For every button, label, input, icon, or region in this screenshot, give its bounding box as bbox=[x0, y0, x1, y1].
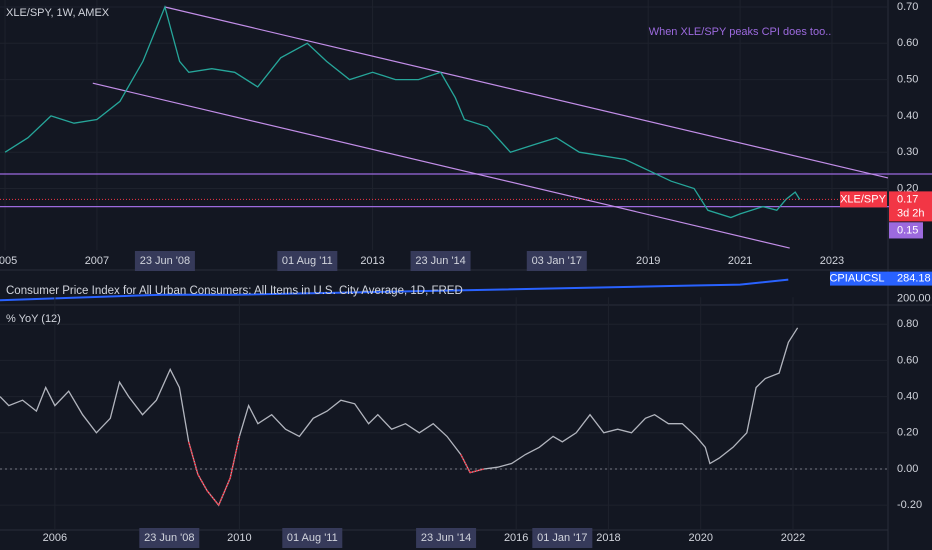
y-tick-label: 0.60 bbox=[897, 37, 918, 49]
date-marker-box bbox=[134, 251, 195, 271]
series-line bbox=[4, 4, 801, 219]
x-tick-label: 2013 bbox=[360, 255, 384, 267]
last-value-box bbox=[830, 271, 932, 286]
negative-segment bbox=[206, 490, 220, 506]
x-tick-label: 2022 bbox=[781, 532, 805, 544]
price-tag-box bbox=[889, 191, 932, 222]
date-marker-label: 23 Jun '08 bbox=[144, 532, 194, 544]
x-tick-label: 2016 bbox=[504, 532, 528, 544]
date-marker-label: 23 Jun '14 bbox=[415, 255, 465, 267]
negative-segment bbox=[187, 441, 199, 475]
y-tick-label: -0.20 bbox=[897, 499, 922, 511]
y-tick-label: 0.20 bbox=[897, 427, 918, 439]
series-line bbox=[0, 327, 799, 507]
chart-title: XLE/SPY, 1W, AMEX bbox=[6, 7, 110, 19]
date-marker-box bbox=[526, 251, 587, 271]
y-tick-label: 0.60 bbox=[897, 354, 918, 366]
y-tick-label: 0.70 bbox=[897, 1, 918, 13]
date-marker-box bbox=[532, 528, 593, 548]
x-tick-label: 2018 bbox=[596, 532, 620, 544]
date-marker-label: 03 Jan '17 bbox=[532, 255, 582, 267]
date-marker-box bbox=[416, 528, 477, 548]
horizontal-line-label-box bbox=[889, 222, 923, 239]
pane-title: % YoY (12) bbox=[6, 313, 61, 325]
x-tick-label: 2007 bbox=[85, 255, 109, 267]
date-marker-label: 01 Aug '11 bbox=[282, 255, 333, 267]
x-tick-label: 2006 bbox=[43, 532, 67, 544]
price-tag-name: XLE/SPY bbox=[840, 193, 887, 205]
negative-segment bbox=[469, 468, 485, 474]
y-tick-label: 0.50 bbox=[897, 74, 918, 86]
negative-segment bbox=[229, 436, 241, 479]
date-marker-label: 23 Jun '08 bbox=[140, 255, 190, 267]
trend-line bbox=[164, 6, 889, 179]
y-tick-label: 0.40 bbox=[897, 390, 918, 402]
x-tick-label: 2019 bbox=[636, 255, 660, 267]
x-tick-label: 2021 bbox=[728, 255, 752, 267]
date-marker-label: 01 Aug '11 bbox=[287, 532, 338, 544]
negative-segment bbox=[218, 477, 231, 506]
last-value-name: CPIAUCSL bbox=[829, 272, 884, 284]
price-tag-countdown: 3d 2h bbox=[897, 207, 925, 219]
x-tick-label: 2023 bbox=[820, 255, 844, 267]
x-tick-label: 2020 bbox=[688, 532, 712, 544]
x-tick-label: 2010 bbox=[227, 532, 251, 544]
horizontal-line-label: 0.15 bbox=[897, 224, 918, 236]
x-tick-label: 2005 bbox=[0, 255, 17, 267]
date-marker-box bbox=[139, 528, 200, 548]
trend-line bbox=[92, 82, 790, 249]
y-tick-label: 0.40 bbox=[897, 110, 918, 122]
y-tick-label: 0.00 bbox=[897, 463, 918, 475]
series-line bbox=[0, 278, 789, 302]
price-tag-name-box bbox=[840, 191, 887, 208]
price-tag-value: 0.17 bbox=[897, 193, 918, 205]
date-marker-box bbox=[277, 251, 338, 271]
y-tick-label: 0.30 bbox=[897, 146, 918, 158]
date-marker-box bbox=[410, 251, 471, 271]
y-tick-label: 0.80 bbox=[897, 318, 918, 330]
pane-title: Consumer Price Index for All Urban Consu… bbox=[6, 285, 463, 297]
negative-segment bbox=[460, 454, 471, 473]
annotation: When XLE/SPY peaks CPI does too.. bbox=[649, 26, 832, 38]
y-tick-label: 200.00 bbox=[897, 293, 931, 305]
date-marker-label: 23 Jun '14 bbox=[421, 532, 471, 544]
last-value: 284.18 bbox=[897, 272, 931, 284]
negative-segment bbox=[197, 474, 208, 492]
date-marker-label: 01 Jan '17 bbox=[537, 532, 587, 544]
date-marker-box bbox=[282, 528, 343, 548]
